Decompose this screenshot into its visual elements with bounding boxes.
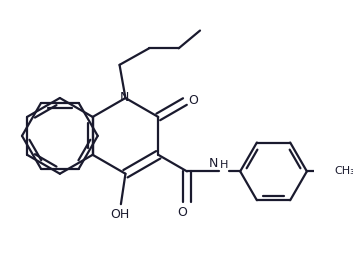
Text: O: O (189, 94, 198, 107)
Text: OH: OH (110, 208, 129, 221)
Text: N: N (208, 157, 218, 170)
Text: N: N (120, 91, 130, 104)
Text: H: H (220, 160, 228, 170)
Text: CH₃: CH₃ (334, 166, 353, 176)
Text: O: O (177, 206, 187, 219)
